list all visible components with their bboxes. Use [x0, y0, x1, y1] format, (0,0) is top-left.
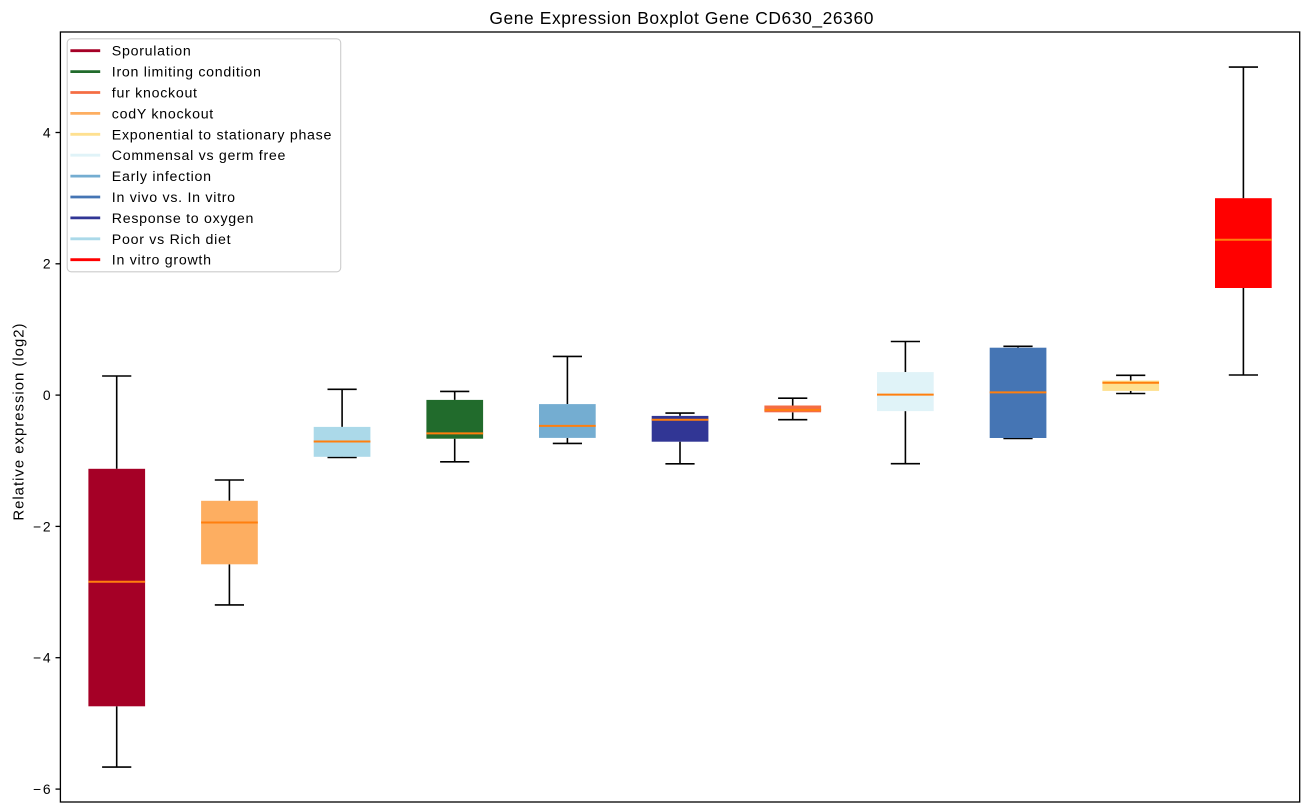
svg-text:Response to oxygen: Response to oxygen [112, 211, 254, 227]
svg-text:2: 2 [43, 256, 51, 272]
svg-text:codY knockout: codY knockout [112, 106, 214, 122]
svg-text:−2: −2 [33, 518, 52, 534]
svg-text:Relative expression (log2): Relative expression (log2) [12, 323, 28, 521]
svg-text:fur knockout: fur knockout [112, 86, 198, 102]
svg-text:In vitro growth: In vitro growth [112, 253, 212, 269]
svg-text:Iron limiting condition: Iron limiting condition [112, 65, 262, 81]
svg-text:−4: −4 [33, 650, 52, 666]
svg-text:Poor vs Rich diet: Poor vs Rich diet [112, 232, 231, 248]
svg-text:Gene Expression Boxplot Gene C: Gene Expression Boxplot Gene CD630_26360 [489, 8, 874, 28]
svg-text:Commensal vs germ free: Commensal vs germ free [112, 148, 286, 164]
svg-text:0: 0 [43, 387, 51, 403]
svg-text:−6: −6 [33, 781, 52, 797]
svg-text:4: 4 [43, 124, 51, 140]
svg-text:Early infection: Early infection [112, 169, 212, 185]
svg-text:In vivo vs. In vitro: In vivo vs. In vitro [112, 190, 236, 206]
svg-text:Exponential to stationary phas: Exponential to stationary phase [112, 127, 332, 143]
svg-text:Sporulation: Sporulation [112, 44, 192, 60]
